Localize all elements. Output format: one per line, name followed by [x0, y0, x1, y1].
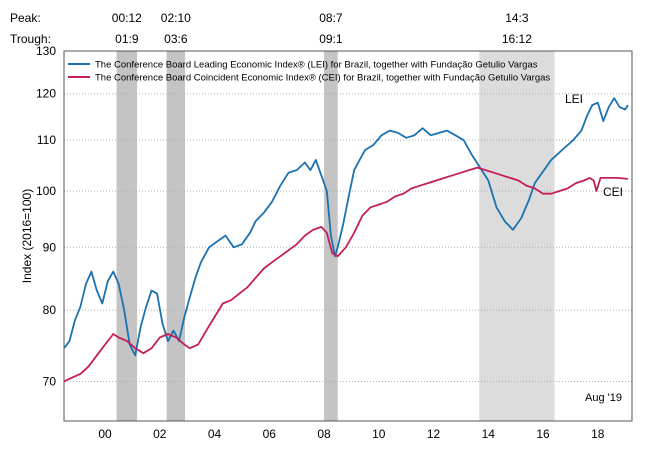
- recession-band: [166, 51, 185, 421]
- recession-band: [116, 51, 138, 421]
- series-end-label: CEI: [603, 185, 623, 199]
- recession-peak-date: 08:7: [319, 11, 343, 25]
- x-tick-label: 14: [482, 427, 496, 441]
- recession-peak-date: 00:12: [112, 11, 142, 25]
- x-tick-label: 04: [208, 427, 222, 441]
- recession-trough-date: 03:6: [164, 32, 188, 46]
- x-tick-label: 00: [98, 427, 112, 441]
- y-axis-label: Index (2016=100): [20, 189, 34, 283]
- latest-date-annotation: Aug '19: [585, 392, 622, 404]
- x-tick-label: 02: [153, 427, 167, 441]
- legend-entry: The Conference Board Leading Economic In…: [95, 60, 538, 71]
- y-tick-label: 100: [36, 184, 56, 198]
- recession-trough-date: 09:1: [319, 32, 343, 46]
- series-line-lei: [63, 97, 629, 357]
- series-end-label: LEI: [565, 92, 583, 106]
- series-line-cei: [63, 166, 628, 383]
- recession-header: Peak: Trough: 00:12 01:9 02:10 03:6 08:7 09:1…: [10, 11, 532, 46]
- trough-row-label: Trough:: [10, 32, 51, 46]
- y-axis-ticks: 70 80 90 100 110 120 130: [36, 44, 56, 388]
- x-tick-label: 06: [263, 427, 277, 441]
- legend-entry: The Conference Board Coincident Economic…: [95, 73, 550, 84]
- y-tick-label: 90: [43, 240, 57, 254]
- series-lines: LEI CEI: [63, 92, 629, 383]
- x-tick-label: 08: [317, 427, 331, 441]
- y-tick-label: 120: [36, 87, 56, 101]
- plot-frame: [63, 50, 633, 422]
- recession-bands: [116, 51, 555, 421]
- recession-peak-date: 02:10: [161, 11, 191, 25]
- x-tick-label: 12: [427, 427, 441, 441]
- legend: The Conference Board Leading Economic In…: [68, 60, 550, 84]
- y-tick-label: 80: [43, 303, 57, 317]
- x-tick-label: 16: [536, 427, 550, 441]
- y-tick-label: 110: [37, 133, 56, 147]
- recession-trough-date: 16:12: [502, 32, 532, 46]
- x-axis-ticks: 00 02 04 06 08 10 12 14 16 18: [98, 427, 604, 441]
- recession-band: [479, 51, 555, 421]
- x-tick-label: 10: [372, 427, 386, 441]
- recession-peak-date: 14:3: [505, 11, 529, 25]
- recession-trough-date: 01:9: [115, 32, 139, 46]
- y-tick-label: 130: [36, 44, 56, 58]
- peak-row-label: Peak:: [10, 11, 41, 25]
- y-tick-label: 70: [43, 374, 57, 388]
- x-tick-label: 18: [591, 427, 605, 441]
